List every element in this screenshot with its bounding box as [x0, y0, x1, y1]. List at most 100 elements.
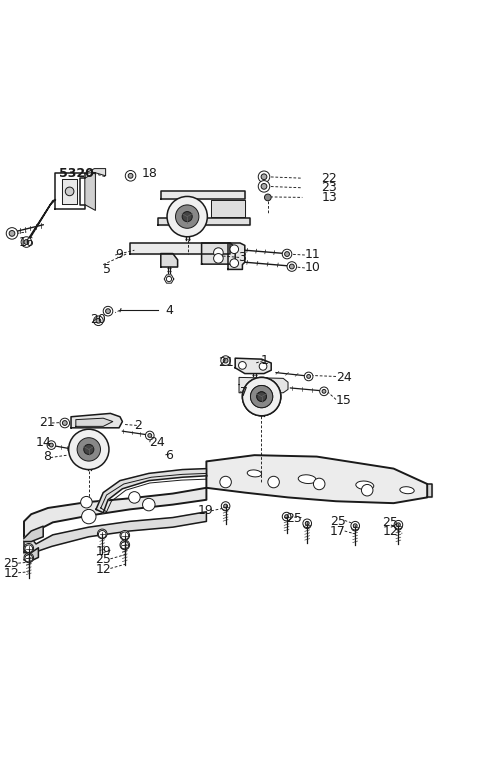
- Polygon shape: [24, 200, 55, 244]
- Polygon shape: [164, 275, 174, 283]
- Polygon shape: [85, 169, 106, 176]
- Circle shape: [264, 194, 271, 200]
- Circle shape: [21, 237, 32, 248]
- Circle shape: [395, 522, 402, 530]
- Circle shape: [6, 228, 18, 239]
- Circle shape: [24, 240, 29, 245]
- Text: 2: 2: [134, 419, 142, 432]
- Circle shape: [214, 254, 223, 263]
- Circle shape: [96, 318, 101, 324]
- Text: 25: 25: [287, 512, 302, 525]
- Text: 25: 25: [3, 557, 19, 570]
- Text: 21: 21: [39, 416, 55, 430]
- Text: 5: 5: [103, 263, 111, 276]
- Circle shape: [97, 529, 107, 539]
- Circle shape: [285, 515, 288, 519]
- Text: 8: 8: [43, 450, 51, 463]
- Polygon shape: [239, 378, 288, 392]
- Circle shape: [258, 171, 270, 183]
- Polygon shape: [228, 243, 245, 269]
- Circle shape: [259, 362, 267, 370]
- Circle shape: [289, 264, 294, 269]
- Polygon shape: [158, 218, 250, 224]
- Polygon shape: [130, 243, 230, 254]
- Text: 7: 7: [240, 386, 248, 399]
- Polygon shape: [96, 468, 206, 512]
- Circle shape: [223, 358, 228, 363]
- Polygon shape: [71, 413, 122, 428]
- Text: 22: 22: [322, 172, 337, 185]
- Circle shape: [353, 524, 357, 528]
- Text: 18: 18: [142, 167, 157, 180]
- Text: 16: 16: [19, 237, 34, 249]
- Polygon shape: [24, 488, 206, 538]
- Text: 25: 25: [383, 515, 398, 529]
- Circle shape: [221, 502, 230, 510]
- Circle shape: [230, 245, 239, 254]
- Circle shape: [128, 173, 133, 178]
- Circle shape: [122, 543, 127, 547]
- Circle shape: [26, 546, 31, 550]
- Circle shape: [9, 231, 15, 236]
- Text: 12: 12: [383, 526, 398, 539]
- Polygon shape: [427, 484, 432, 498]
- Text: 24: 24: [336, 371, 352, 384]
- Circle shape: [251, 385, 273, 408]
- Text: 9: 9: [115, 248, 123, 262]
- Circle shape: [82, 509, 96, 524]
- Circle shape: [98, 530, 106, 538]
- Circle shape: [282, 249, 292, 259]
- Circle shape: [322, 389, 326, 393]
- Polygon shape: [161, 191, 245, 199]
- Text: 4: 4: [166, 303, 173, 317]
- Polygon shape: [55, 173, 85, 210]
- Circle shape: [221, 356, 230, 365]
- Circle shape: [65, 187, 74, 196]
- Polygon shape: [85, 173, 96, 211]
- Text: 17: 17: [330, 526, 346, 539]
- Text: 24: 24: [149, 436, 165, 449]
- Polygon shape: [211, 200, 245, 217]
- Circle shape: [24, 543, 34, 553]
- Circle shape: [84, 444, 94, 454]
- Circle shape: [257, 392, 266, 402]
- Circle shape: [351, 522, 360, 530]
- Ellipse shape: [356, 481, 374, 490]
- Text: 19: 19: [198, 505, 214, 517]
- Circle shape: [129, 491, 140, 503]
- Circle shape: [214, 248, 223, 258]
- Circle shape: [303, 521, 311, 529]
- Text: 11: 11: [305, 248, 321, 262]
- Ellipse shape: [298, 474, 316, 484]
- Text: 12: 12: [3, 567, 19, 580]
- Text: 25: 25: [330, 515, 346, 528]
- Circle shape: [120, 530, 130, 540]
- Circle shape: [394, 520, 403, 529]
- Text: 14: 14: [36, 436, 51, 449]
- Circle shape: [242, 378, 281, 416]
- Circle shape: [77, 438, 100, 461]
- Circle shape: [120, 540, 130, 550]
- Text: 5320: 5320: [59, 167, 94, 180]
- Text: 21: 21: [218, 355, 234, 368]
- Circle shape: [361, 485, 373, 496]
- Circle shape: [220, 476, 231, 488]
- Polygon shape: [235, 358, 271, 374]
- Circle shape: [24, 553, 34, 563]
- Polygon shape: [24, 526, 43, 542]
- Text: 6: 6: [166, 449, 173, 461]
- Text: 15: 15: [336, 394, 352, 407]
- Circle shape: [258, 180, 270, 192]
- Circle shape: [167, 197, 207, 237]
- Polygon shape: [161, 254, 178, 267]
- Text: 20: 20: [90, 313, 107, 327]
- Polygon shape: [24, 548, 38, 560]
- Circle shape: [304, 372, 313, 381]
- Circle shape: [103, 307, 113, 316]
- Text: 19: 19: [96, 545, 111, 557]
- Circle shape: [60, 418, 70, 428]
- Text: 13: 13: [322, 191, 337, 204]
- Circle shape: [121, 532, 129, 539]
- Ellipse shape: [247, 470, 262, 477]
- Circle shape: [242, 378, 281, 416]
